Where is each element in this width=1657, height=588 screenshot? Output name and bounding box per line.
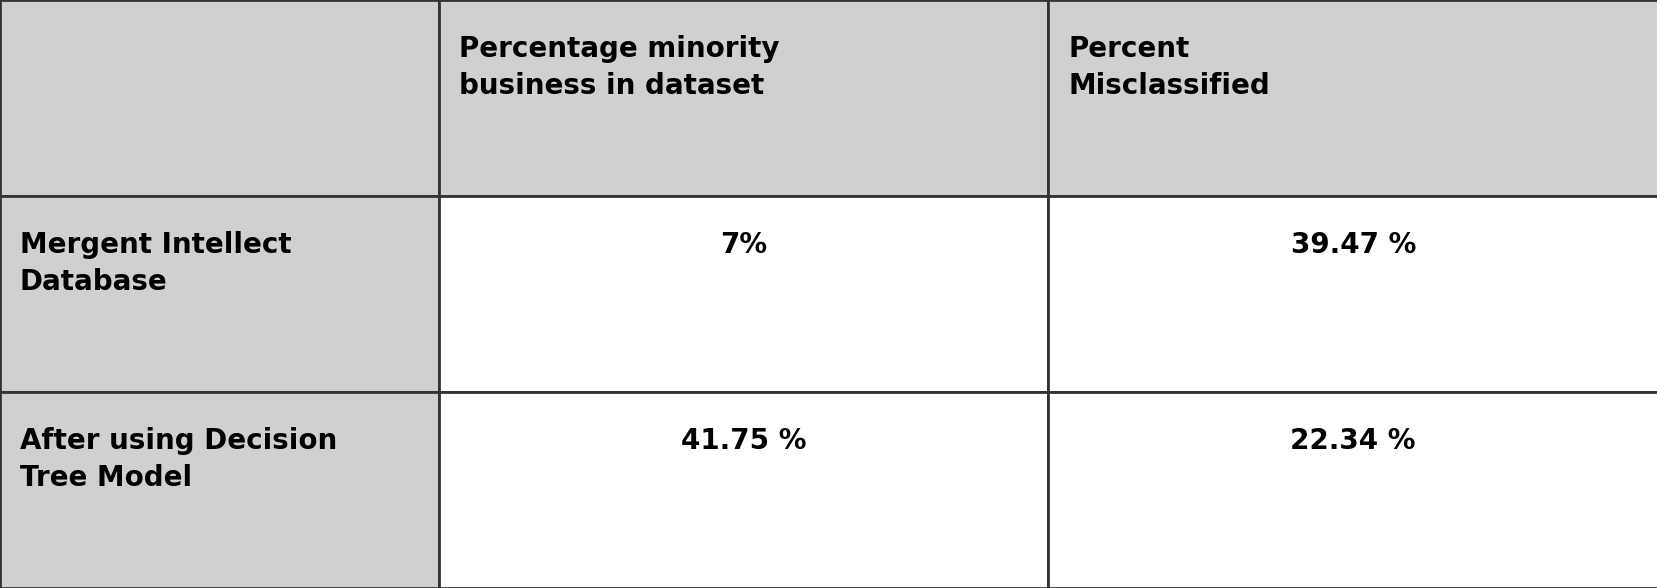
Text: 41.75 %: 41.75 % — [681, 427, 805, 455]
Text: 22.34 %: 22.34 % — [1289, 427, 1415, 455]
Text: 39.47 %: 39.47 % — [1289, 231, 1415, 259]
Text: Mergent Intellect
Database: Mergent Intellect Database — [20, 231, 292, 296]
Bar — [1047, 392, 1657, 588]
Bar — [1047, 0, 1657, 196]
Bar — [439, 392, 1047, 588]
Bar — [0, 392, 439, 588]
Text: Percentage minority
business in dataset: Percentage minority business in dataset — [459, 35, 779, 100]
Bar — [0, 196, 439, 392]
Text: After using Decision
Tree Model: After using Decision Tree Model — [20, 427, 336, 492]
Text: 7%: 7% — [719, 231, 767, 259]
Bar — [0, 0, 439, 196]
Text: Percent
Misclassified: Percent Misclassified — [1067, 35, 1269, 100]
Bar — [1047, 196, 1657, 392]
Bar — [439, 0, 1047, 196]
Bar — [439, 196, 1047, 392]
